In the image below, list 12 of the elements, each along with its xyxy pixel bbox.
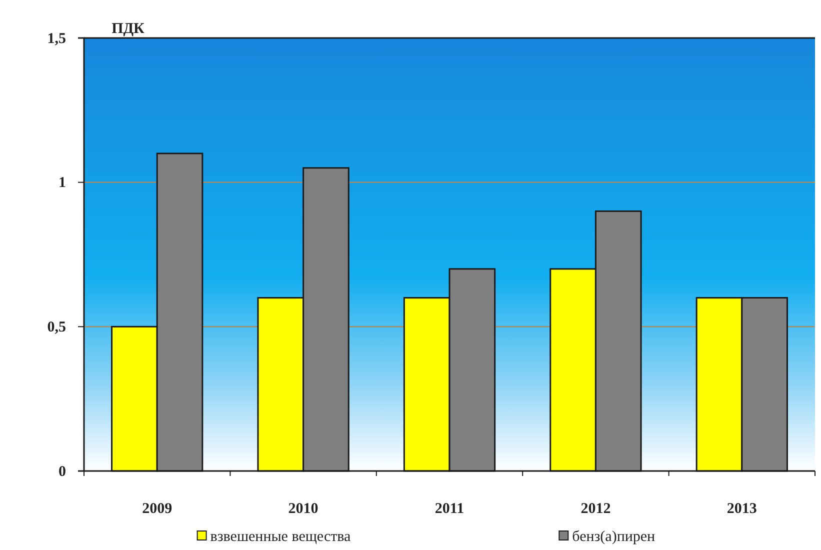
y-axis-title: ПДК bbox=[112, 21, 145, 37]
x-tick-label: 2010 bbox=[288, 501, 318, 517]
x-tick-label: 2012 bbox=[580, 501, 611, 517]
x-tick-label: 2009 bbox=[142, 501, 172, 517]
x-tick-label: 2011 bbox=[434, 501, 464, 517]
legend-label: взвешенные вещества bbox=[210, 529, 352, 545]
legend-label: бенз(а)пирен bbox=[572, 529, 656, 545]
y-tick-label: 0 bbox=[58, 464, 66, 480]
y-tick-label: 1 bbox=[58, 175, 66, 192]
y-tick-label: 0,5 bbox=[47, 319, 66, 336]
x-tick-label: 2013 bbox=[726, 501, 757, 517]
y-tick-label: 1,5 bbox=[47, 30, 66, 47]
